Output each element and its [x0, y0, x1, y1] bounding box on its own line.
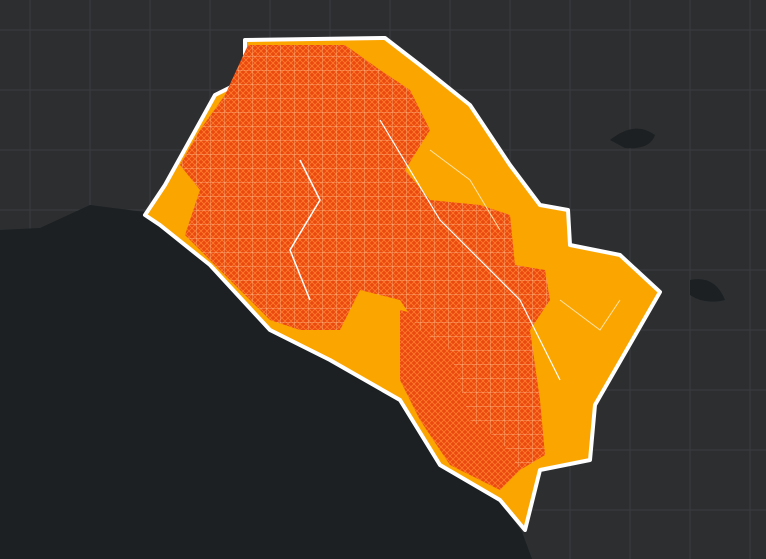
- road: [559, 299, 621, 331]
- road: [289, 159, 321, 301]
- road: [429, 149, 501, 231]
- lake: [610, 128, 655, 149]
- high-density-area: [400, 310, 520, 490]
- ocean: [0, 205, 532, 559]
- street-grid: [180, 45, 550, 470]
- road: [379, 119, 561, 381]
- lake: [690, 279, 725, 302]
